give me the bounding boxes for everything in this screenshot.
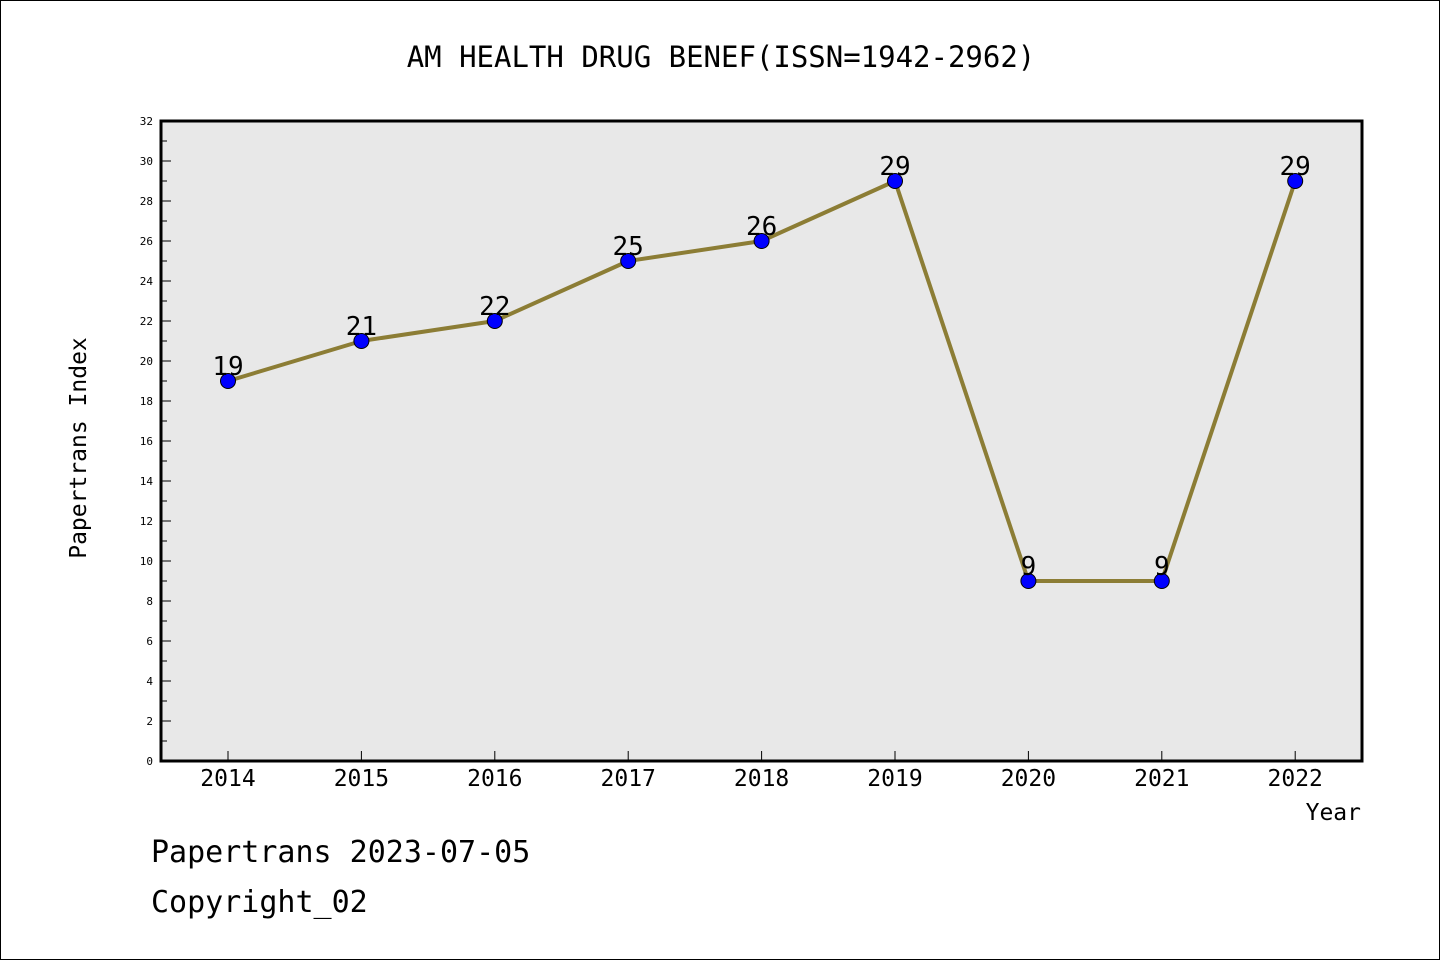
y-tick-label: 4 (146, 675, 153, 688)
x-axis-ticks: 2014 2015 2016 2017 2018 2019 2020 2021 2022 (200, 751, 1323, 792)
y-tick-label: 22 (140, 315, 153, 328)
footer-copyright: Copyright_02 (151, 885, 368, 920)
x-tick-label: 2022 (1268, 766, 1323, 792)
y-tick-label: 10 (140, 555, 153, 568)
y-tick-label: 24 (140, 275, 154, 288)
y-tick-label: 14 (140, 475, 154, 488)
plot-area (159, 119, 1364, 763)
y-tick-label: 6 (146, 635, 153, 648)
y-tick-label: 32 (140, 115, 153, 128)
data-point (620, 253, 637, 269)
chart-title: AM HEALTH DRUG BENEF(ISSN=1942-2962) (407, 40, 1036, 74)
data-point (753, 233, 770, 249)
data-label: 22 (479, 292, 510, 322)
x-tick-label: 2017 (601, 766, 656, 792)
series-layer: 19 21 22 25 26 29 9 9 29 (212, 152, 1311, 589)
y-tick-label: 0 (146, 755, 153, 768)
data-label: 26 (746, 212, 777, 242)
x-tick-label: 2014 (200, 766, 255, 792)
x-tick-label: 2020 (1001, 766, 1056, 792)
y-tick-label: 18 (140, 395, 153, 408)
data-point (1153, 573, 1170, 589)
data-point (1020, 573, 1037, 589)
data-label: 9 (1154, 552, 1170, 582)
x-tick-label: 2016 (467, 766, 522, 792)
y-tick-label: 30 (140, 155, 153, 168)
y-tick-label: 26 (140, 235, 153, 248)
data-label: 21 (346, 312, 377, 342)
data-point (1287, 173, 1304, 189)
y-tick-label: 2 (146, 715, 153, 728)
footer-date: Papertrans 2023-07-05 (151, 835, 531, 870)
x-tick-label: 2018 (734, 766, 789, 792)
y-axis-label: Papertrans Index (66, 337, 92, 559)
data-label: 25 (613, 232, 644, 262)
data-label: 29 (1280, 152, 1311, 182)
data-label: 9 (1021, 552, 1037, 582)
x-axis-label: Year (1306, 800, 1361, 826)
x-tick-label: 2015 (334, 766, 389, 792)
data-point (486, 313, 503, 329)
data-label: 19 (212, 352, 243, 382)
data-point (220, 373, 236, 389)
y-tick-label: 8 (146, 595, 153, 608)
data-label: 29 (879, 152, 910, 182)
x-tick-label: 2019 (867, 766, 922, 792)
y-tick-label: 12 (140, 515, 153, 528)
data-point (887, 173, 903, 189)
y-tick-label: 20 (140, 355, 153, 368)
data-point (353, 333, 370, 349)
y-tick-label: 16 (140, 435, 153, 448)
x-tick-label: 2021 (1134, 766, 1189, 792)
y-tick-label: 28 (140, 195, 153, 208)
